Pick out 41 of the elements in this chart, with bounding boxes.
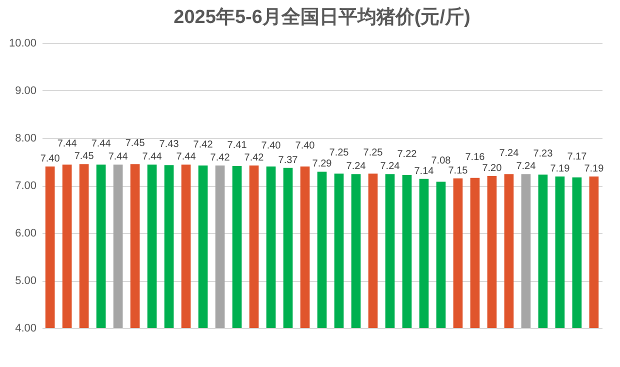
y-tick-label: 8.00 <box>15 132 36 144</box>
data-label: 7.22 <box>397 149 418 160</box>
data-label: 7.20 <box>482 163 502 174</box>
data-label: 7.25 <box>363 148 384 159</box>
data-label: 7.44 <box>91 138 112 150</box>
y-tick-label: 10.00 <box>8 38 36 50</box>
data-label: 7.45 <box>125 138 146 150</box>
y-tick-label: 4.00 <box>15 322 36 334</box>
data-label: 7.23 <box>533 148 554 160</box>
data-label: 7.42 <box>210 152 230 164</box>
data-label: 7.44 <box>176 152 196 163</box>
data-label: 7.37 <box>278 154 298 166</box>
data-label: 7.25 <box>329 148 350 159</box>
y-tick-label: 6.00 <box>15 228 36 240</box>
data-label: 7.24 <box>380 161 400 172</box>
data-label: 7.19 <box>584 163 604 174</box>
data-label: 7.24 <box>499 148 520 160</box>
y-tick-label: 5.00 <box>15 275 36 287</box>
data-label: 7.29 <box>312 158 332 170</box>
data-label: 7.24 <box>346 161 366 172</box>
data-label: 7.40 <box>261 140 282 152</box>
y-tick-label: 7.00 <box>15 180 36 192</box>
data-label: 7.44 <box>142 152 162 163</box>
y-tick-label: 9.00 <box>15 85 36 97</box>
chart-title: 2025年5-6月全国日平均猪价(元/斤) <box>174 6 470 28</box>
data-label: 7.43 <box>159 139 180 150</box>
data-label: 7.40 <box>40 154 60 164</box>
data-label: 7.44 <box>108 152 128 163</box>
data-label: 7.42 <box>193 140 214 151</box>
data-label: 7.17 <box>567 151 588 162</box>
data-label: 7.44 <box>57 138 78 150</box>
data-label: 7.14 <box>414 166 434 177</box>
data-label: 7.41 <box>227 140 248 152</box>
data-label: 7.16 <box>465 152 486 163</box>
data-label: 7.19 <box>550 163 570 174</box>
data-label: 7.45 <box>74 151 94 162</box>
data-label: 7.08 <box>431 156 452 167</box>
data-label: 7.24 <box>516 161 536 172</box>
data-label: 7.40 <box>295 140 316 152</box>
data-label: 7.15 <box>448 165 468 176</box>
data-label: 7.42 <box>244 152 264 164</box>
